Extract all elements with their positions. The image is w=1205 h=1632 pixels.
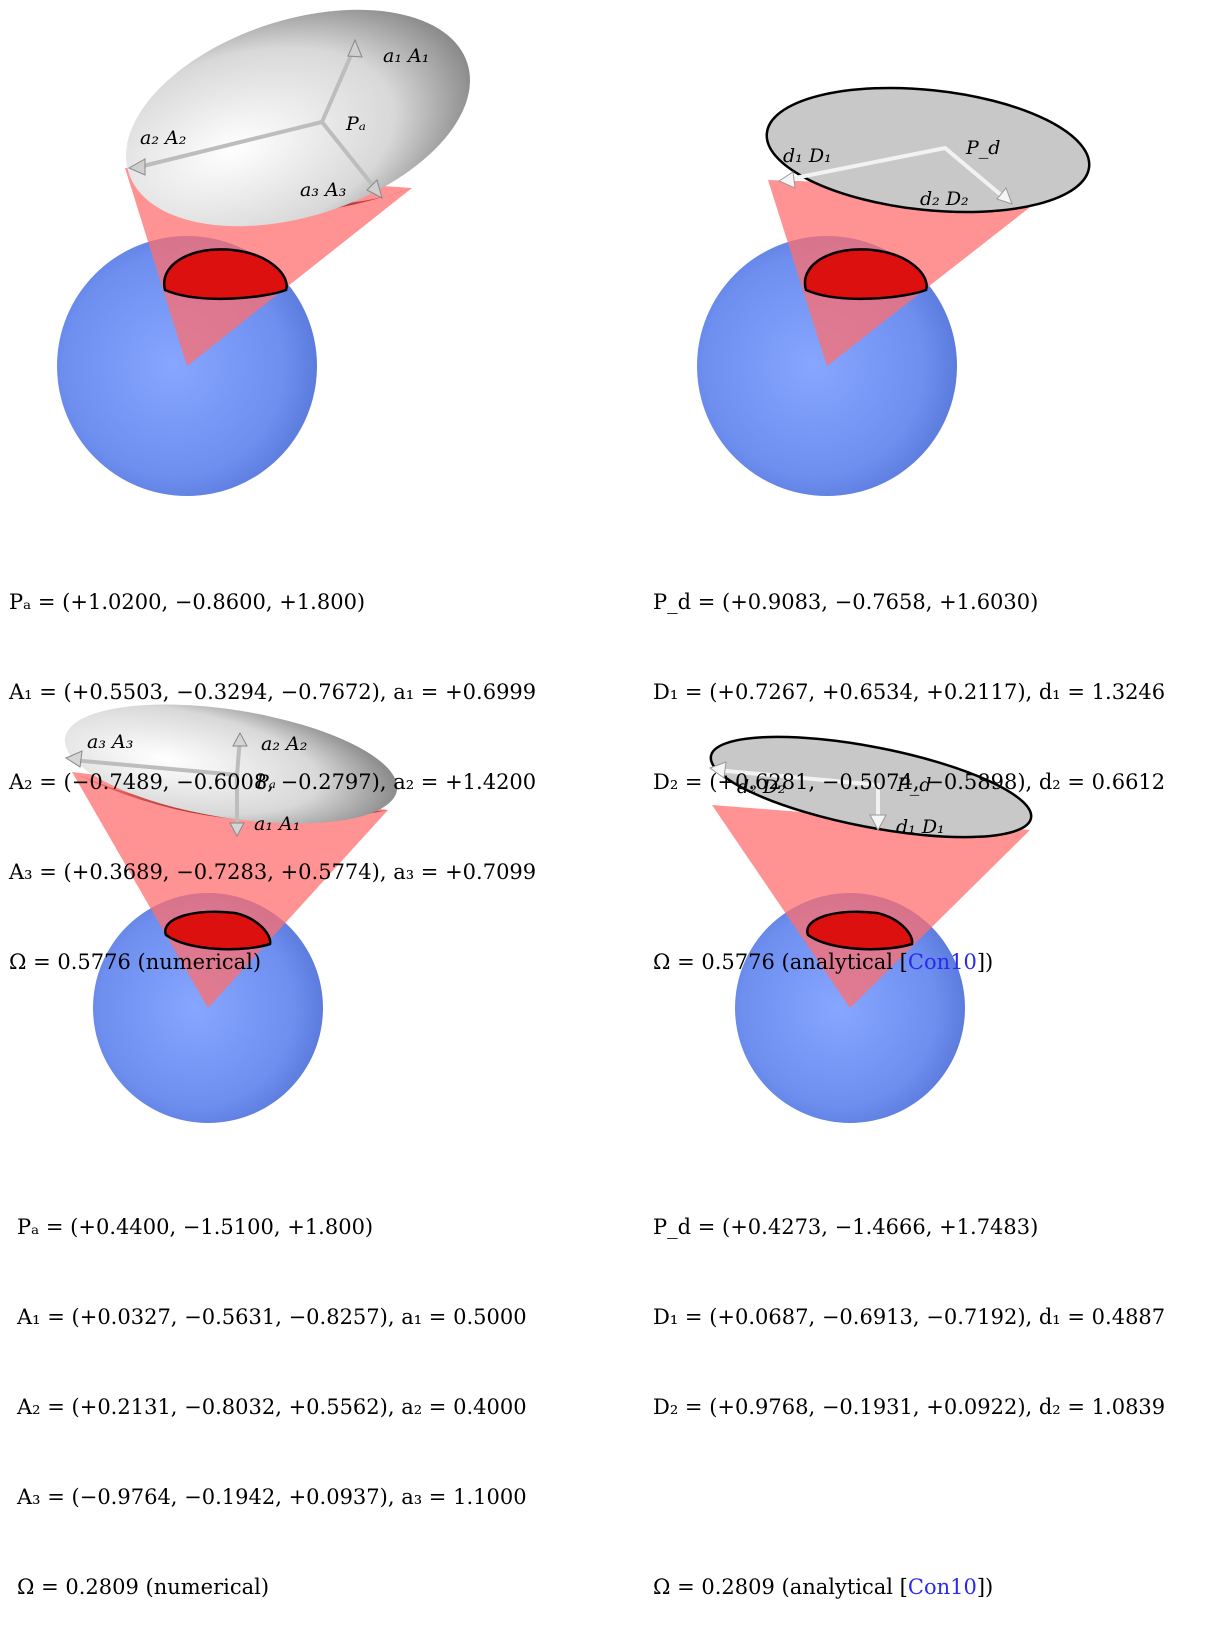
solid-angle-projection — [806, 910, 914, 951]
equation-line: P_d = (+0.4273, −1.4666, +1.7483) — [653, 1215, 1039, 1239]
axis-label-a3: a₃ A₃ — [300, 179, 346, 201]
equation-line: A₃ = (+0.3689, −0.7283, +0.5774), a₃ = +… — [9, 860, 537, 884]
omega-result: Ω = 0.2809 (analytical [Con10]) — [653, 1572, 1165, 1602]
panel-disk-bottom: d₂ D₂ d₁ D₁ P_d — [708, 735, 1033, 1123]
principal-axes — [134, 45, 380, 194]
panel-ellipsoid-bottom: a₃ A₃ a₂ A₂ a₁ A₁ Pₐ — [64, 704, 398, 1123]
equation-line: A₁ = (+0.0327, −0.5631, −0.8257), a₁ = 0… — [17, 1305, 527, 1329]
omega-result: Ω = 0.5776 (numerical) — [9, 950, 262, 974]
axis-label-a3: a₃ A₃ — [87, 731, 133, 753]
panel-disk-top: d₁ D₁ d₂ D₂ P_d — [697, 86, 1091, 496]
omega-text: Ω = 0.2809 (analytical [ — [653, 1575, 908, 1599]
solid-angle-projection — [803, 248, 928, 301]
omega-result: Ω = 0.2809 (numerical) — [17, 1575, 270, 1599]
axis-label-d2: d₂ D₂ — [737, 776, 786, 798]
equation-line — [653, 1482, 1165, 1512]
axis-arrowheads — [64, 731, 248, 838]
equations-panel-4: P_d = (+0.4273, −1.4666, +1.7483) D₁ = (… — [653, 1152, 1165, 1632]
ellipsoid-rim — [72, 772, 388, 822]
equation-line: A₃ = (−0.9764, −0.1942, +0.0937), a₃ = 1… — [17, 1485, 527, 1509]
axis-label-a1: a₁ A₁ — [383, 45, 429, 67]
solid-angle-projection — [162, 248, 288, 301]
solid-angle-projection — [164, 910, 272, 951]
omega-text: Ω = 0.5776 (analytical [ — [653, 950, 908, 974]
omega-result: Ω = 0.5776 (analytical [Con10]) — [653, 947, 1165, 977]
center-label: P_d — [896, 774, 931, 796]
equation-line: D₁ = (+0.7267, +0.6534, +0.2117), d₁ = 1… — [653, 680, 1166, 704]
principal-axes — [715, 768, 880, 815]
axis-label-d1: d₁ D₁ — [896, 816, 945, 838]
projection-cone — [72, 772, 388, 1008]
disk — [709, 735, 1033, 839]
equation-line: A₁ = (+0.5503, −0.3294, −0.7672), a₁ = +… — [9, 680, 537, 704]
omega-text-end: ]) — [976, 1575, 994, 1599]
equation-line — [653, 857, 1165, 887]
equation-line: D₂ = (+0.6281, −0.5074, −0.5898), d₂ = 0… — [653, 770, 1166, 794]
axis-arrowheads — [127, 38, 383, 199]
center-label: Pₐ — [345, 113, 366, 135]
equation-line: Pₐ = (+1.0200, −0.8600, +1.800) — [9, 590, 366, 614]
ellipsoid — [64, 704, 398, 824]
equations-panel-3: Pₐ = (+0.4400, −1.5100, +1.800) A₁ = (+0… — [17, 1152, 527, 1632]
equation-line: A₂ = (+0.2131, −0.8032, +0.5562), a₂ = 0… — [17, 1395, 527, 1419]
center-label: P_d — [965, 137, 1000, 159]
principal-axes — [784, 145, 1009, 202]
axis-label-a1: a₁ A₁ — [254, 813, 300, 835]
figure-canvas: a₁ A₁ a₂ A₂ a₃ A₃ Pₐ d₁ D₁ d₂ D₂ P_d — [57, 9, 1091, 1123]
omega-text-end: ]) — [976, 950, 994, 974]
axis-label-a2: a₂ A₂ — [261, 733, 307, 755]
center-label: Pₐ — [255, 771, 276, 793]
axis-label-d1: d₁ D₁ — [783, 145, 832, 167]
axis-arrowheads — [777, 171, 1013, 205]
equations-panel-1: Pₐ = (+1.0200, −0.8600, +1.800) A₁ = (+0… — [9, 527, 536, 1007]
projection-cone — [712, 805, 1030, 1008]
equation-line: P_d = (+0.9083, −0.7658, +1.6030) — [653, 590, 1039, 614]
equations-panel-2: P_d = (+0.9083, −0.7658, +1.6030) D₁ = (… — [653, 527, 1165, 1007]
citation-link[interactable]: Con10 — [907, 950, 977, 974]
axis-arrowheads — [708, 761, 887, 832]
citation-link[interactable]: Con10 — [907, 1575, 977, 1599]
ellipsoid — [126, 9, 470, 227]
equation-line: D₂ = (+0.9768, −0.1931, +0.0922), d₂ = 1… — [653, 1395, 1166, 1419]
axis-label-d2: d₂ D₂ — [920, 188, 969, 210]
equation-line: D₁ = (+0.0687, −0.6913, −0.7192), d₁ = 0… — [653, 1305, 1166, 1329]
equation-line: Pₐ = (+0.4400, −1.5100, +1.800) — [17, 1215, 374, 1239]
panel-ellipsoid-top: a₁ A₁ a₂ A₂ a₃ A₃ Pₐ — [57, 9, 470, 496]
equation-line: A₂ = (−0.7489, −0.6008, −0.2797), a₂ = +… — [9, 770, 537, 794]
axis-label-a2: a₂ A₂ — [140, 127, 186, 149]
